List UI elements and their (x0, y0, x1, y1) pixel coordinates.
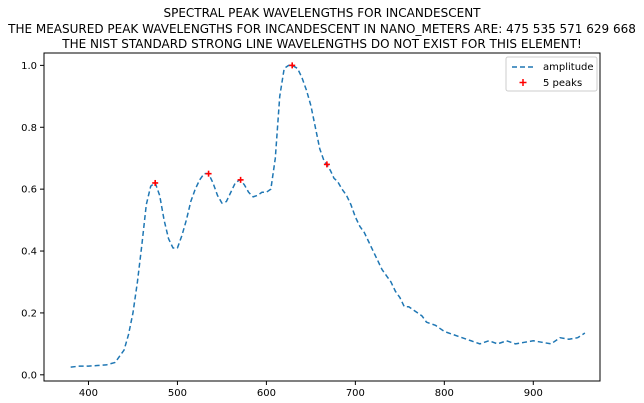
y-tick-label: 0.6 (21, 185, 37, 196)
legend-amplitude-label: amplitude (543, 62, 594, 73)
x-tick-label: 500 (168, 388, 187, 399)
y-tick-label: 1.0 (21, 61, 37, 72)
x-tick-label: 900 (524, 388, 543, 399)
chart-title-line-2: THE MEASURED PEAK WAVELENGTHS FOR INCAND… (7, 22, 636, 36)
chart-title-line-3: THE NIST STANDARD STRONG LINE WAVELENGTH… (61, 37, 582, 51)
y-tick-label: 0.2 (21, 308, 37, 319)
y-tick-label: 0.0 (21, 370, 37, 381)
legend-peaks-label: 5 peaks (543, 78, 582, 89)
legend: amplitude 5 peaks (505, 56, 598, 92)
axes: 400 500 600 700 800 900 0.0 0.2 0.4 0.6 0.8 1.0 (21, 52, 601, 399)
data-series (70, 62, 586, 368)
peak-marker (237, 176, 244, 183)
peak-marker (152, 179, 159, 186)
chart-title-line-1: SPECTRAL PEAK WAVELENGTHS FOR INCANDESCE… (163, 6, 481, 20)
peak-marker (289, 62, 296, 69)
peak-marker (205, 170, 212, 177)
legend-box (505, 56, 598, 92)
y-tick-label: 0.4 (21, 247, 37, 258)
x-tick-label: 700 (346, 388, 365, 399)
x-tick-label: 800 (435, 388, 454, 399)
y-tick-label: 0.8 (21, 123, 37, 134)
x-tick-label: 600 (257, 388, 276, 399)
amplitude-series-line (70, 64, 586, 368)
plot-frame (43, 52, 601, 382)
legend-peaks-marker (519, 79, 527, 86)
peak-marker (323, 161, 330, 168)
x-tick-label: 400 (79, 388, 98, 399)
